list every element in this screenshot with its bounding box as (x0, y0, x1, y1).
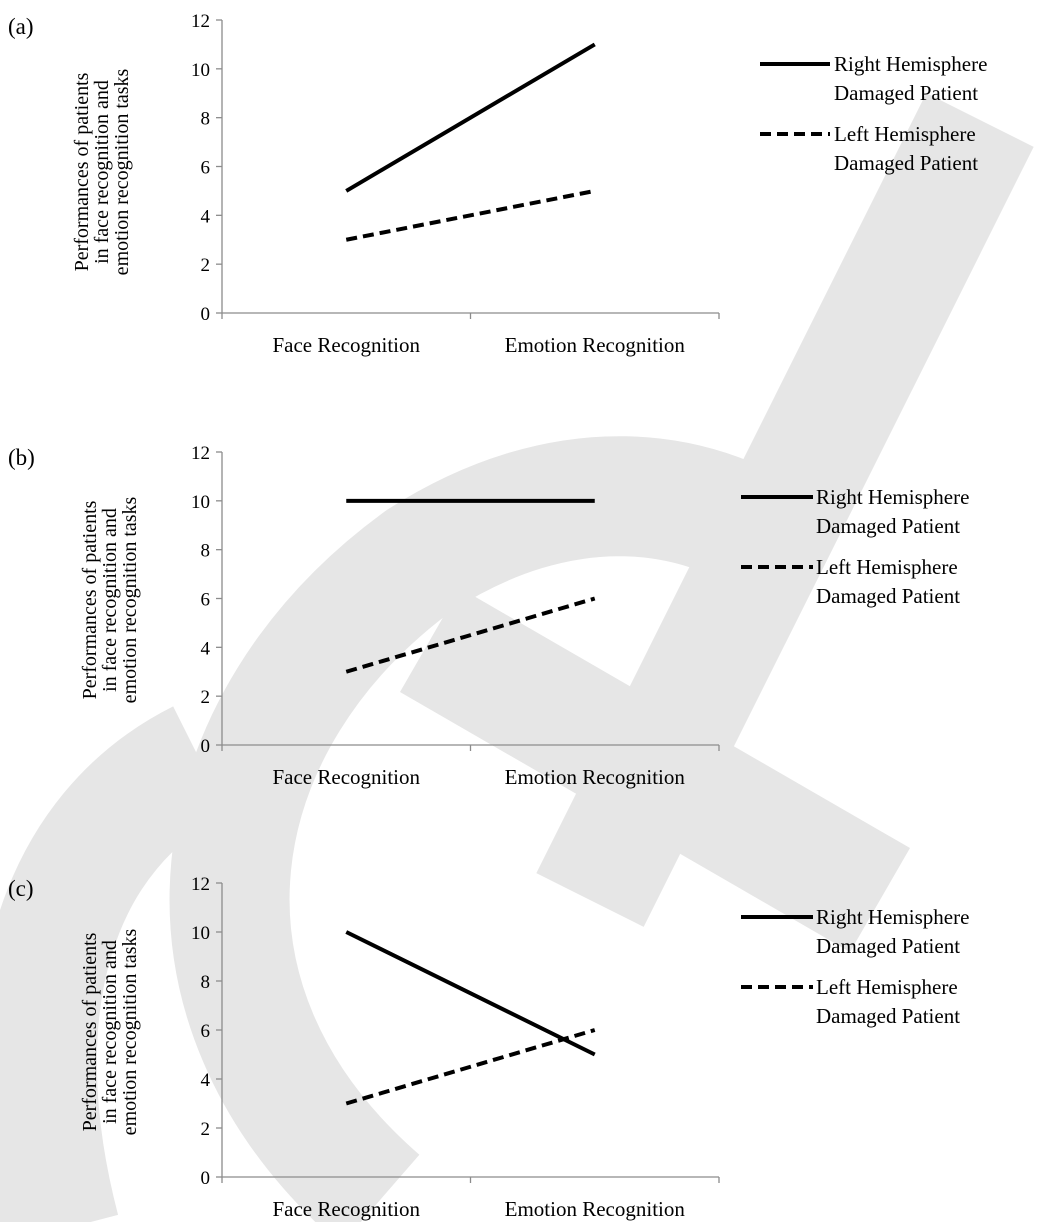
chart-panel: (c) 0 2 4 6 8 10 12 Face Recognition Emotion Reco… (8, 874, 969, 1221)
watermark-stroke (169, 436, 838, 1222)
series-line (345, 42, 596, 193)
y-axis-label: Performances of patientsin face recognit… (79, 928, 141, 1135)
chart-panel: (b) 0 2 4 6 8 10 12 Face Recognition Emotion Reco… (8, 443, 969, 789)
y-axis-label-line: Performances of patients (79, 932, 101, 1131)
legend-label-line: Damaged Patient (816, 584, 960, 608)
y-tick-label: 10 (191, 60, 210, 81)
x-tick-label: Face Recognition (272, 765, 420, 789)
x-tick-label: Face Recognition (272, 1197, 420, 1221)
y-tick-label: 4 (201, 638, 211, 659)
y-tick-label: 12 (191, 874, 210, 895)
y-tick-label: 2 (201, 255, 211, 276)
y-tick-label: 12 (191, 443, 210, 464)
legend-label: Right Hemisphere Damaged Patient (816, 485, 969, 538)
y-tick-label: 10 (191, 492, 210, 513)
legend-label-line: Left Hemisphere (816, 555, 958, 579)
x-tick-label: Face Recognition (272, 333, 420, 357)
legend-label-line: Damaged Patient (816, 934, 960, 958)
x-tick-label: Emotion Recognition (505, 1197, 686, 1221)
y-axis-label-line: Performances of patients (79, 500, 101, 699)
series-line (345, 1028, 596, 1106)
series-line (345, 930, 596, 1057)
y-tick-label: 4 (201, 206, 211, 227)
y-tick-label: 2 (201, 687, 211, 708)
y-tick-label: 0 (201, 736, 211, 757)
y-axis-label: Performances of patientsin face recognit… (79, 496, 141, 703)
y-tick-label: 12 (191, 11, 210, 32)
watermark (0, 93, 1034, 1222)
y-axis-label-line: in face recognition and (91, 80, 113, 264)
legend-label-line: Left Hemisphere (816, 975, 958, 999)
y-axis-label-line: Performances of patients (71, 72, 93, 271)
legend-label-line: Right Hemisphere (816, 485, 969, 509)
legend-label-line: Damaged Patient (834, 81, 978, 105)
y-tick-label: 6 (201, 1021, 211, 1042)
legend-label-line: Damaged Patient (834, 151, 978, 175)
legend-label: Right Hemisphere Damaged Patient (816, 905, 969, 958)
y-tick-label: 8 (201, 972, 211, 993)
legend-label-line: Damaged Patient (816, 1004, 960, 1028)
legend-label: Right Hemisphere Damaged Patient (834, 52, 987, 105)
legend-label-line: Right Hemisphere (834, 52, 987, 76)
y-tick-label: 4 (201, 1070, 211, 1091)
y-tick-label: 0 (201, 1168, 211, 1189)
legend-label: Left Hemisphere Damaged Patient (834, 122, 978, 175)
y-axis-label-line: in face recognition and (99, 508, 121, 692)
x-tick-label: Emotion Recognition (505, 765, 686, 789)
y-axis-label-line: emotion recognition tasks (119, 496, 141, 703)
x-tick-label: Emotion Recognition (505, 333, 686, 357)
legend-label: Left Hemisphere Damaged Patient (816, 975, 960, 1028)
panel-label: (b) (8, 445, 35, 470)
watermark-stroke (0, 706, 229, 1222)
y-axis-label-line: in face recognition and (99, 940, 121, 1124)
y-tick-label: 6 (201, 590, 211, 611)
series-line (345, 188, 596, 242)
y-axis-label-line: emotion recognition tasks (111, 68, 133, 275)
y-tick-label: 2 (201, 1119, 211, 1140)
chart-panels: (a) 0 2 4 6 8 10 12 Face Recognition Emotion Reco… (8, 11, 987, 1221)
y-tick-label: 10 (191, 923, 210, 944)
legend-label-line: Left Hemisphere (834, 122, 976, 146)
chart-panel: (a) 0 2 4 6 8 10 12 Face Recognition Emotion Reco… (8, 11, 987, 357)
legend-label-line: Right Hemisphere (816, 905, 969, 929)
y-tick-label: 8 (201, 541, 211, 562)
legend-label-line: Damaged Patient (816, 514, 960, 538)
legend-label: Left Hemisphere Damaged Patient (816, 555, 960, 608)
series-line (345, 596, 596, 674)
y-tick-label: 8 (201, 109, 211, 130)
watermark-stroke (399, 588, 911, 952)
y-tick-label: 0 (201, 304, 211, 325)
y-axis-label-line: emotion recognition tasks (119, 928, 141, 1135)
panel-label: (a) (8, 14, 34, 39)
y-axis-label: Performances of patientsin face recognit… (71, 68, 133, 275)
panel-label: (c) (8, 876, 34, 901)
y-tick-label: 6 (201, 158, 211, 179)
